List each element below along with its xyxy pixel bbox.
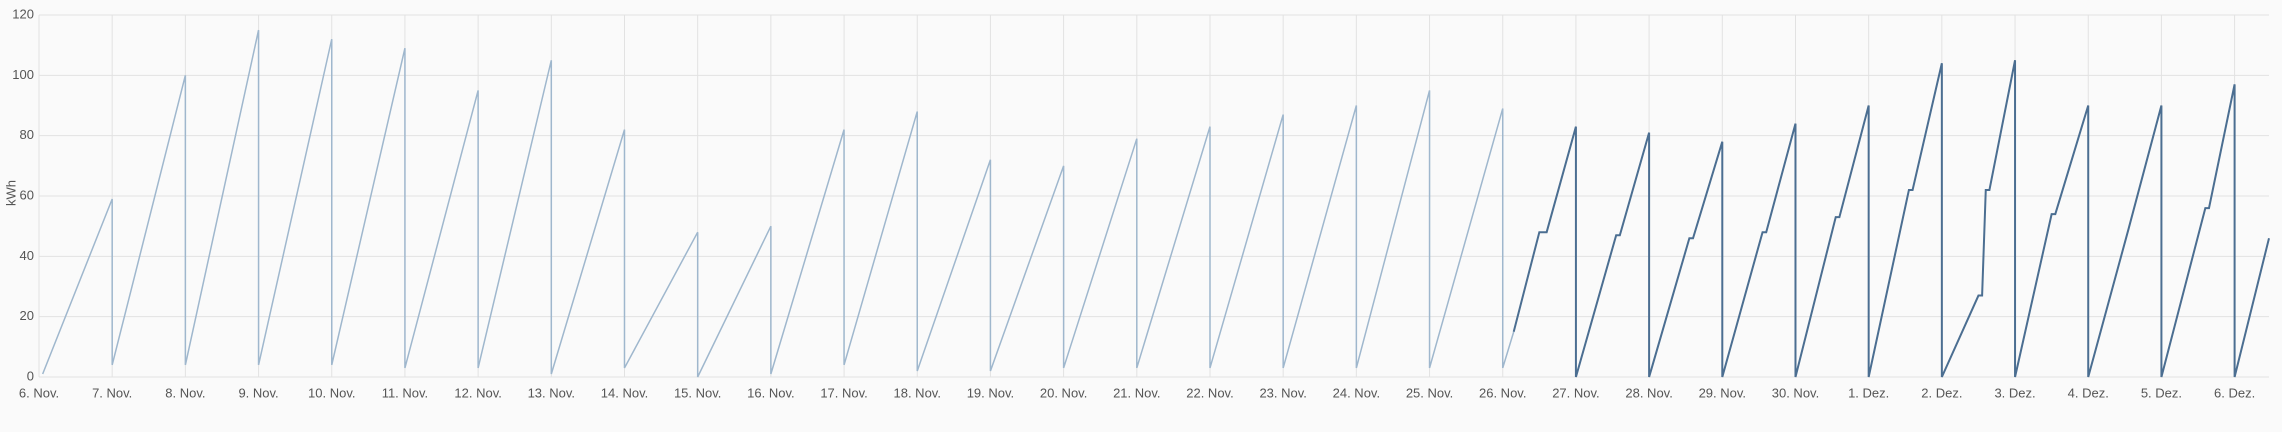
x-tick-label: 4. Dez. bbox=[2068, 385, 2109, 400]
x-tick-label: 26. Nov. bbox=[1479, 385, 1526, 400]
x-tick-label: 2. Dez. bbox=[1921, 385, 1962, 400]
x-tick-label: 6. Nov. bbox=[19, 385, 59, 400]
y-axis-label: kWh bbox=[3, 180, 18, 206]
x-tick-label: 18. Nov. bbox=[894, 385, 941, 400]
y-tick-label: 100 bbox=[12, 67, 34, 82]
x-tick-label: 17. Nov. bbox=[820, 385, 867, 400]
y-tick-label: 80 bbox=[20, 127, 34, 142]
y-tick-label: 20 bbox=[20, 308, 34, 323]
y-tick-label: 0 bbox=[27, 368, 34, 383]
y-tick-label: 120 bbox=[12, 6, 34, 21]
x-tick-label: 5. Dez. bbox=[2141, 385, 2182, 400]
x-tick-label: 11. Nov. bbox=[382, 385, 428, 400]
series-line bbox=[41, 29, 1515, 378]
x-tick-label: 1. Dez. bbox=[1848, 385, 1889, 400]
series-line bbox=[1512, 60, 2270, 378]
x-tick-label: 19. Nov. bbox=[967, 385, 1014, 400]
x-tick-label: 22. Nov. bbox=[1186, 385, 1233, 400]
x-tick-label: 8. Nov. bbox=[165, 385, 205, 400]
x-tick-label: 14. Nov. bbox=[601, 385, 648, 400]
x-tick-label: 6. Dez. bbox=[2214, 385, 2255, 400]
x-tick-label: 9. Nov. bbox=[238, 385, 278, 400]
x-tick-label: 23. Nov. bbox=[1259, 385, 1306, 400]
y-tick-label: 60 bbox=[20, 187, 34, 202]
x-tick-label: 24. Nov. bbox=[1333, 385, 1380, 400]
x-tick-label: 16. Nov. bbox=[747, 385, 794, 400]
x-tick-label: 13. Nov. bbox=[528, 385, 575, 400]
x-tick-label: 28. Nov. bbox=[1625, 385, 1672, 400]
y-tick-label: 40 bbox=[20, 248, 34, 263]
x-tick-label: 30. Nov. bbox=[1772, 385, 1819, 400]
x-tick-label: 7. Nov. bbox=[92, 385, 132, 400]
x-tick-label: 29. Nov. bbox=[1699, 385, 1746, 400]
x-tick-label: 15. Nov. bbox=[674, 385, 721, 400]
x-tick-label: 12. Nov. bbox=[454, 385, 501, 400]
x-tick-label: 27. Nov. bbox=[1552, 385, 1599, 400]
x-tick-label: 20. Nov. bbox=[1040, 385, 1087, 400]
x-tick-label: 3. Dez. bbox=[1994, 385, 2035, 400]
x-tick-label: 21. Nov. bbox=[1113, 385, 1160, 400]
x-tick-label: 25. Nov. bbox=[1406, 385, 1453, 400]
x-tick-label: 10. Nov. bbox=[308, 385, 355, 400]
